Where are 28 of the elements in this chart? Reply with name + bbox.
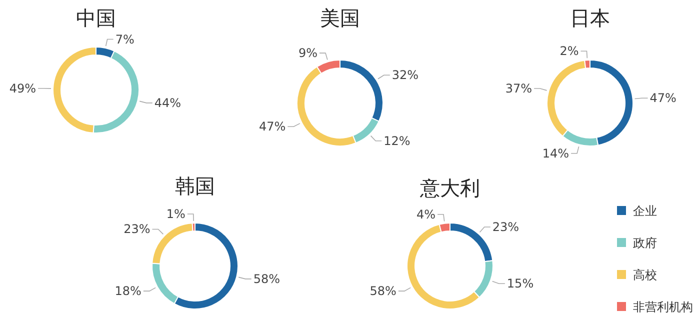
data-label: 4% (416, 207, 436, 222)
data-label: 1% (166, 207, 186, 222)
legend-label: 高校 (633, 268, 657, 282)
data-label: 47% (258, 120, 286, 134)
data-label: 18% (114, 284, 142, 298)
data-label: 44% (154, 96, 182, 110)
data-label: 23% (492, 220, 520, 234)
data-label: 58% (253, 272, 280, 286)
chart-title: 韩国 (175, 174, 215, 198)
data-label: 2% (560, 44, 579, 58)
data-label: 9% (298, 46, 318, 60)
chart-title: 中国 (76, 6, 116, 30)
data-label: 7% (115, 32, 134, 46)
chart-title: 日本 (570, 6, 610, 30)
data-label: 32% (392, 68, 419, 82)
data-label: 15% (506, 276, 534, 291)
data-label: 47% (650, 91, 676, 106)
legend-label: 非营利机构 (633, 300, 693, 314)
chart-title: 意大利 (419, 176, 480, 200)
data-label: 49% (9, 81, 36, 96)
legend-label: 企业 (633, 204, 657, 218)
legend-label: 政府 (633, 236, 657, 250)
data-label: 14% (542, 146, 570, 160)
data-label: 12% (384, 134, 410, 148)
chart-title: 美国 (320, 6, 360, 30)
data-label: 37% (505, 81, 532, 96)
data-label: 58% (370, 284, 396, 298)
data-label: 23% (124, 222, 150, 236)
